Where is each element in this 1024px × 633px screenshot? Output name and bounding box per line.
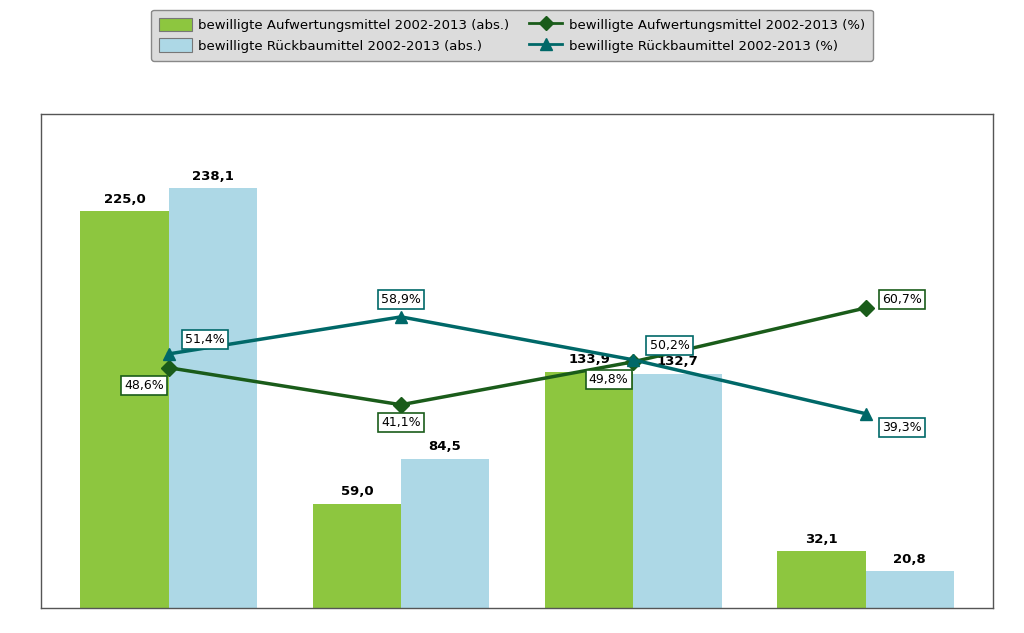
bewilligte Aufwertungsmittel 2002-2013 (%) xyxy=(395,401,408,408)
Text: 225,0: 225,0 xyxy=(103,192,145,206)
bewilligte Aufwertungsmittel 2002-2013 (%) xyxy=(859,304,871,312)
Legend: bewilligte Aufwertungsmittel 2002-2013 (abs.), bewilligte Rückbaumittel 2002-201: bewilligte Aufwertungsmittel 2002-2013 (… xyxy=(151,9,873,61)
Text: 32,1: 32,1 xyxy=(805,533,838,546)
Text: 48,6%: 48,6% xyxy=(124,379,164,392)
bewilligte Rückbaumittel 2002-2013 (%) xyxy=(859,410,871,417)
Text: 132,7: 132,7 xyxy=(656,355,698,368)
Text: 84,5: 84,5 xyxy=(429,441,462,453)
Text: 59,0: 59,0 xyxy=(341,486,373,498)
Line: bewilligte Aufwertungsmittel 2002-2013 (%): bewilligte Aufwertungsmittel 2002-2013 (… xyxy=(163,303,871,410)
bewilligte Rückbaumittel 2002-2013 (%) xyxy=(163,350,175,358)
Bar xyxy=(865,571,953,608)
Bar xyxy=(633,373,722,608)
bewilligte Aufwertungsmittel 2002-2013 (%) xyxy=(627,358,639,366)
Text: 58,9%: 58,9% xyxy=(381,292,421,306)
Bar xyxy=(81,211,169,608)
Text: 50,2%: 50,2% xyxy=(649,339,689,352)
bewilligte Rückbaumittel 2002-2013 (%) xyxy=(627,356,639,363)
Bar xyxy=(169,188,257,608)
Text: 60,7%: 60,7% xyxy=(882,292,922,306)
Bar xyxy=(545,372,633,608)
bewilligte Rückbaumittel 2002-2013 (%) xyxy=(395,313,408,321)
Bar xyxy=(777,551,865,608)
Bar xyxy=(312,504,401,608)
Text: 20,8: 20,8 xyxy=(893,553,926,566)
bewilligte Aufwertungsmittel 2002-2013 (%) xyxy=(163,364,175,372)
Text: 39,3%: 39,3% xyxy=(882,421,922,434)
Text: 133,9: 133,9 xyxy=(568,353,610,367)
Text: 51,4%: 51,4% xyxy=(185,334,224,346)
Bar xyxy=(401,459,489,608)
Text: 49,8%: 49,8% xyxy=(589,373,629,386)
Text: 238,1: 238,1 xyxy=(191,170,233,182)
Line: bewilligte Rückbaumittel 2002-2013 (%): bewilligte Rückbaumittel 2002-2013 (%) xyxy=(163,311,871,420)
Text: 41,1%: 41,1% xyxy=(381,416,421,429)
